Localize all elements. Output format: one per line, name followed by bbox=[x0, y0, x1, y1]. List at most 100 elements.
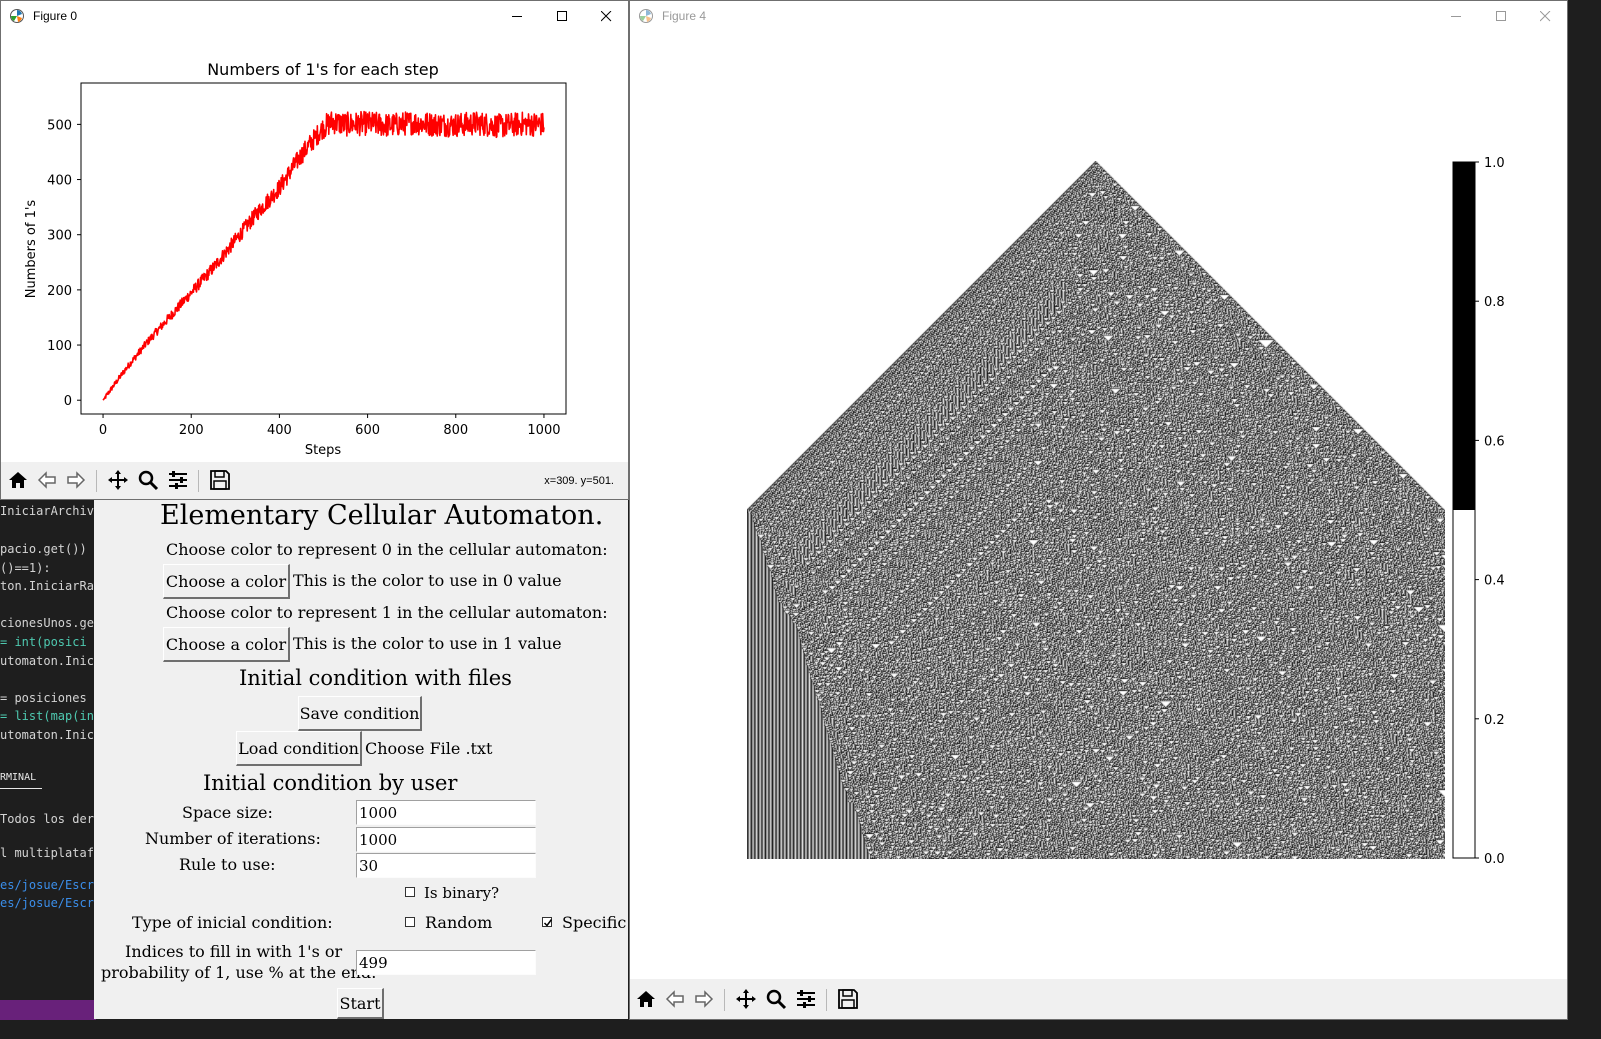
app-heading: Elementary Cellular Automaton. bbox=[160, 500, 604, 531]
zoom-icon bbox=[138, 470, 159, 491]
back-button[interactable] bbox=[661, 984, 689, 1014]
cursor-coordinates: x=309. y=501. bbox=[544, 475, 614, 487]
colorbar-low-segment bbox=[1453, 510, 1475, 858]
forward-icon bbox=[695, 990, 714, 1008]
plot-toolbar bbox=[630, 979, 1567, 1019]
toolbar-separator bbox=[724, 989, 725, 1011]
minimize-button[interactable] bbox=[495, 1, 540, 32]
code-line: utomaton.Inici bbox=[0, 654, 96, 668]
configure-icon bbox=[797, 990, 815, 1008]
save-button[interactable] bbox=[206, 465, 234, 495]
random-checkbox[interactable] bbox=[405, 917, 415, 927]
zoom-button[interactable] bbox=[762, 984, 790, 1014]
minimize-button[interactable] bbox=[1434, 1, 1479, 32]
code-line: pacio.get()) bbox=[0, 542, 87, 556]
configure-button[interactable] bbox=[792, 984, 820, 1014]
save-button[interactable] bbox=[834, 984, 862, 1014]
space-size-label: Space size: bbox=[182, 803, 273, 822]
forward-button[interactable] bbox=[62, 465, 90, 495]
close-icon bbox=[1540, 11, 1551, 22]
colorbar-frame bbox=[1452, 161, 1476, 859]
toolbar-separator bbox=[198, 470, 199, 492]
home-button[interactable] bbox=[632, 984, 660, 1014]
minimize-icon bbox=[512, 16, 522, 17]
close-button[interactable] bbox=[1523, 1, 1568, 32]
terminal-line: es/josue/Escrit bbox=[0, 896, 96, 910]
indices-label-line1: Indices to fill in with 1's or bbox=[125, 942, 343, 961]
plot-frame bbox=[80, 82, 567, 415]
title-bar[interactable]: Figure 4 bbox=[630, 1, 1567, 32]
save-icon bbox=[838, 989, 858, 1009]
zoom-icon bbox=[766, 989, 787, 1010]
y-tick-label: 200 bbox=[47, 284, 72, 299]
home-button[interactable] bbox=[4, 465, 32, 495]
colorbar-tick-label: 0.2 bbox=[1484, 713, 1505, 728]
y-tick-label: 100 bbox=[47, 339, 72, 354]
maximize-button[interactable] bbox=[540, 1, 585, 32]
zoom-button[interactable] bbox=[134, 465, 162, 495]
toolbar-separator bbox=[826, 989, 827, 1011]
home-icon bbox=[9, 472, 27, 488]
is-binary-checkbox[interactable] bbox=[405, 887, 415, 897]
start-button[interactable]: Start bbox=[337, 988, 384, 1019]
choose-color-0-button[interactable]: Choose a color bbox=[163, 564, 290, 599]
random-label: Random bbox=[425, 913, 493, 932]
specific-label: Specific bbox=[562, 913, 627, 932]
close-button[interactable] bbox=[584, 1, 629, 32]
x-axis-label: Steps bbox=[305, 443, 342, 458]
indices-label-line2: probability of 1, use % at the end: bbox=[101, 963, 377, 982]
rule-input[interactable] bbox=[356, 853, 536, 878]
x-tick-label: 200 bbox=[179, 423, 204, 438]
checkmark-icon bbox=[543, 919, 553, 927]
terminal-line: Todos los der bbox=[0, 812, 94, 826]
chosen-file-label: Choose File .txt bbox=[365, 739, 493, 758]
x-tick-label: 600 bbox=[355, 423, 380, 438]
iterations-input[interactable] bbox=[356, 827, 536, 852]
code-line: = posiciones bbox=[0, 691, 87, 705]
title-bar[interactable]: Figure 0 bbox=[1, 1, 628, 32]
terminal-line: l multiplatafo bbox=[0, 846, 96, 860]
colorbar-tick-label: 0.8 bbox=[1484, 295, 1505, 310]
colorbar: 0.0 0.2 0.4 0.6 0.8 1.0 bbox=[1452, 156, 1505, 867]
space-size-input[interactable] bbox=[356, 800, 536, 825]
specific-checkbox[interactable] bbox=[542, 917, 553, 927]
figure-0-window: Figure 0 Numbers of 1's for each step 0 2… bbox=[0, 0, 629, 500]
colorbar-high-segment bbox=[1453, 162, 1475, 510]
back-icon bbox=[37, 471, 56, 489]
minimize-icon bbox=[1451, 16, 1461, 17]
color0-info: This is the color to use in 0 value bbox=[293, 571, 562, 590]
window-title: Figure 4 bbox=[662, 9, 707, 23]
code-line: = list(map(in bbox=[0, 709, 94, 723]
code-line: utomaton.Inici bbox=[0, 728, 96, 742]
terminal-tab[interactable]: RMINAL bbox=[0, 772, 37, 783]
matplotlib-icon bbox=[639, 9, 653, 23]
configure-button[interactable] bbox=[164, 465, 192, 495]
load-condition-button[interactable]: Load condition bbox=[236, 731, 362, 766]
maximize-button[interactable] bbox=[1479, 1, 1524, 32]
maximize-icon bbox=[557, 11, 567, 21]
steps-line-chart: Numbers of 1's for each step 0 200 400 600 8… bbox=[24, 60, 567, 458]
back-button[interactable] bbox=[33, 465, 61, 495]
files-section-title: Initial condition with files bbox=[239, 666, 512, 690]
colorbar-tick-label: 0.4 bbox=[1484, 574, 1505, 589]
code-line: ()==1): bbox=[0, 561, 51, 575]
toolbar-separator bbox=[96, 470, 97, 492]
color1-prompt: Choose color to represent 1 in the cellu… bbox=[166, 603, 608, 622]
code-editor-background: IniciarArchiv pacio.get()) ()==1): ton.I… bbox=[0, 500, 96, 1020]
colorbar-tick-label: 0.0 bbox=[1484, 852, 1505, 867]
y-axis-label: Numbers of 1's bbox=[24, 200, 39, 299]
color1-info: This is the color to use in 1 value bbox=[293, 634, 562, 653]
indices-input[interactable] bbox=[356, 950, 536, 975]
pan-button[interactable] bbox=[104, 465, 132, 495]
close-icon bbox=[601, 11, 612, 22]
is-binary-label: Is binary? bbox=[424, 884, 500, 902]
y-tick-label: 0 bbox=[64, 394, 72, 409]
x-tick-label: 400 bbox=[267, 423, 292, 438]
forward-button[interactable] bbox=[690, 984, 718, 1014]
save-condition-button[interactable]: Save condition bbox=[298, 696, 422, 731]
pan-button[interactable] bbox=[732, 984, 760, 1014]
automaton-control-panel: Elementary Cellular Automaton. Choose co… bbox=[94, 500, 628, 1019]
choose-color-1-button[interactable]: Choose a color bbox=[163, 627, 290, 662]
status-bar bbox=[0, 1000, 96, 1020]
color0-prompt: Choose color to represent 0 in the cellu… bbox=[166, 540, 608, 559]
